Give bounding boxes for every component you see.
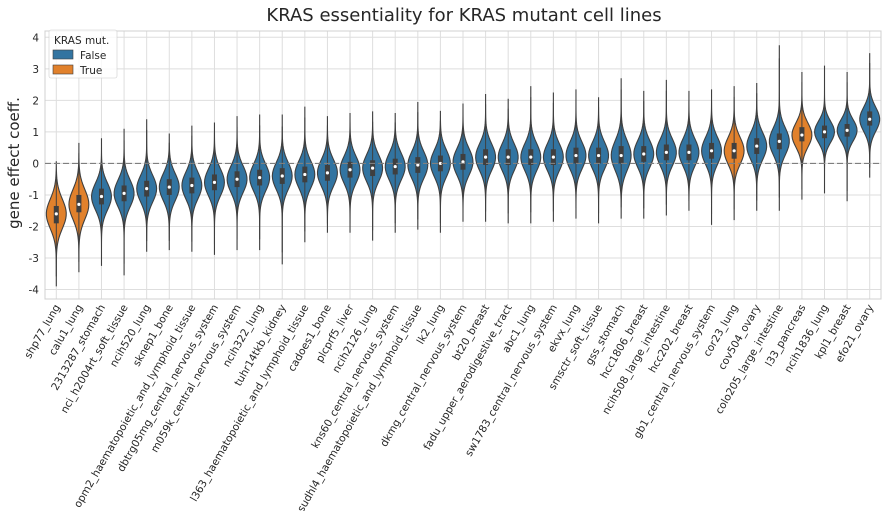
y-tick-label: -4 [29, 285, 40, 297]
violin-bt20_breast [475, 94, 497, 222]
y-tick-label: -1 [29, 190, 39, 202]
violin-median [709, 149, 714, 153]
violin-median [325, 171, 330, 175]
violin-sknep1_bone [158, 133, 180, 251]
violin-shp77_lung [45, 161, 67, 287]
violin-cadoes1_bone [316, 116, 338, 233]
violin-ncih1836_lung [814, 65, 836, 194]
plot-area [44, 30, 882, 300]
violin-median [574, 153, 578, 158]
y-tick-label: 1 [32, 127, 39, 139]
violin-sw1783_central_nervous_system [542, 92, 564, 222]
violin-ncih508_large_intestine [655, 79, 677, 216]
violin-median [212, 180, 217, 184]
violin-calu1_lung [68, 142, 90, 273]
legend-title: KRAS mut. [54, 35, 109, 47]
violin-median [642, 152, 646, 156]
violin-sudhl4_haematopoietic_and_lymphoid_tissue [407, 101, 429, 230]
violin-dbtrg05mg_central_nervous_system [203, 122, 225, 255]
y-tick-label: 3 [32, 64, 39, 76]
violin-median [371, 166, 375, 170]
violin-median [732, 149, 736, 153]
violin-l363_haematopoietic_and_lymphoid_tissue [294, 106, 316, 243]
violin-median [777, 139, 781, 143]
violin-ekvx_lung [565, 89, 587, 219]
y-tick-label: 4 [32, 32, 39, 44]
y-tick-label: 0 [32, 158, 39, 170]
violin-2313287_stomach [90, 138, 112, 266]
legend-swatch-false [52, 49, 74, 60]
violin-median [438, 161, 443, 166]
violin-plcprf5_liver [339, 112, 361, 233]
violin-hcc202_breast [678, 90, 700, 211]
violin-median [122, 191, 126, 195]
violin-kpl1_breast [836, 71, 858, 202]
violin-lk2_lung [429, 110, 451, 233]
violin-median [596, 153, 601, 158]
violin-median [687, 150, 691, 154]
violin-l33_pancreas [791, 71, 813, 200]
y-tick-label: -3 [29, 253, 39, 265]
violin-median [483, 155, 488, 159]
violin-median [822, 130, 827, 134]
violin-median [348, 168, 352, 172]
violin-median [619, 153, 623, 158]
violin-median [755, 144, 759, 148]
violin-median [258, 176, 262, 180]
violin-median [99, 194, 104, 199]
violin-ncih2126_lung [362, 111, 384, 241]
violin-smsctr_soft_tissue [588, 97, 610, 224]
violin-gb1_central_nervous_system [701, 89, 723, 225]
violin-dkmg_central_nervous_system [452, 103, 474, 222]
violin-median [868, 117, 872, 121]
violin-median [303, 172, 307, 177]
violin-tuhr14tkb_kidney [271, 114, 293, 265]
violin-opm2_haematopoietic_and_lymphoid_tissue [181, 125, 203, 252]
violin-median [77, 202, 81, 207]
violin-median [845, 128, 849, 132]
violin-efo21_ovary [859, 53, 881, 178]
violin-kns60_central_nervous_system [384, 112, 406, 233]
violin-median [145, 187, 149, 191]
legend: KRAS mut. False True [48, 29, 118, 79]
y-tick-label: -2 [29, 221, 39, 233]
y-tick-label: 2 [32, 95, 39, 107]
violin-median [235, 177, 239, 181]
violin-median [664, 150, 668, 154]
chart-title: KRAS essentiality for KRAS mutant cell l… [266, 5, 661, 26]
violin-median [506, 155, 510, 159]
violin-median [461, 160, 465, 164]
violin-nci_h2004rt_soft_tissue [113, 128, 135, 276]
violin-median [800, 133, 804, 137]
violin-median [167, 185, 171, 189]
plot-frame [44, 30, 882, 300]
violin-ncih520_lung [136, 119, 158, 252]
violin-ncih322_lung [249, 114, 271, 251]
violin-median [529, 155, 533, 159]
violin-hcc1806_breast [633, 90, 655, 219]
violin-median [54, 212, 58, 216]
violin-median [190, 183, 194, 188]
violin-m059k_central_nervous_system [226, 116, 248, 251]
violin-gss_stomach [610, 78, 632, 219]
violin-cov504_ovary [746, 83, 768, 211]
violin-colo205_large_intestine [768, 45, 790, 211]
violin-median [416, 163, 420, 167]
violin-median [393, 164, 397, 169]
violin-cor23_lung [723, 86, 745, 221]
violin-abc1_lung [520, 86, 542, 224]
violin-median [280, 174, 284, 178]
violin-fadu_upper_aerodigestive_tract [497, 98, 519, 224]
y-axis-label: gene effect coeff. [5, 97, 23, 229]
violin-median [551, 155, 555, 159]
legend-swatch-true [52, 64, 74, 75]
legend-label-false: False [80, 50, 106, 62]
legend-label-true: True [79, 65, 102, 77]
